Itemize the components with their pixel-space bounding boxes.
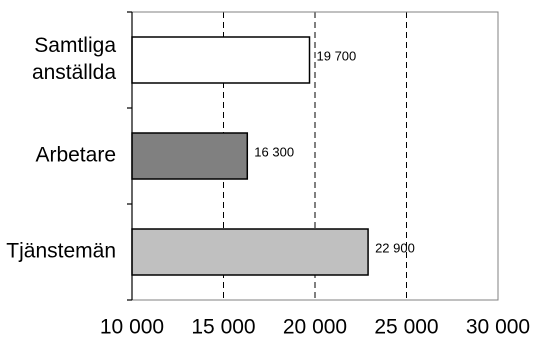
data-label: 16 300 [254, 144, 294, 159]
category-label: Tjänstemän [6, 240, 116, 263]
x-tick-label: 10 000 [100, 316, 164, 339]
bars [131, 36, 369, 276]
x-tick-label: 25 000 [374, 316, 438, 339]
plot-frame [127, 11, 499, 301]
x-tick-label: 15 000 [191, 316, 255, 339]
data-label: 19 700 [317, 48, 357, 63]
x-tick-label: 30 000 [466, 316, 530, 339]
data-label: 22 900 [375, 240, 415, 255]
category-label: Arbetare [35, 144, 116, 167]
bar [131, 132, 249, 180]
category-label: Samtliga [34, 34, 116, 57]
bar [131, 228, 369, 276]
bar [131, 36, 311, 84]
x-tick-label: 20 000 [283, 316, 347, 339]
category-label: anställda [32, 61, 116, 84]
labels: 19 700 Samtliga anställda 16 300 Arbetare 22 … [6, 34, 530, 339]
